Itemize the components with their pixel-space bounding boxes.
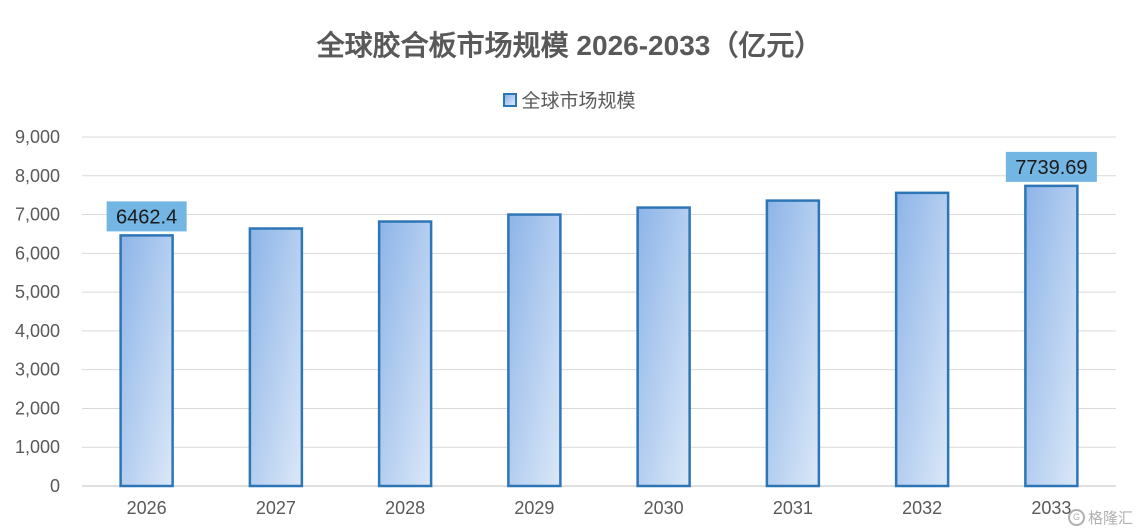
- bar: [765, 199, 821, 488]
- x-tick-label: 2026: [127, 498, 167, 518]
- bar: [377, 220, 433, 488]
- bar: [1024, 184, 1079, 488]
- y-tick-label: 4,000: [15, 321, 60, 341]
- y-tick-label: 8,000: [15, 166, 60, 186]
- data-labels: 6462.4 7739.69: [106, 151, 1097, 232]
- data-label: 6462.4: [116, 206, 177, 228]
- legend-label: 全球市场规模: [521, 91, 636, 112]
- data-label-box: [106, 201, 187, 232]
- bar: [248, 227, 304, 488]
- axes: 0 1,000 2,000 3,000 4,000 5,000 6,000 7,000 8,00…: [15, 127, 1071, 518]
- x-tick-label: 2027: [256, 498, 296, 518]
- y-tick-label: 5,000: [15, 282, 60, 302]
- bar: [894, 191, 950, 488]
- y-tick-label: 0: [50, 476, 60, 496]
- watermark: G 格隆汇: [1067, 507, 1133, 528]
- y-tick-label: 3,000: [15, 360, 60, 380]
- data-label: 7739.69: [1015, 157, 1087, 179]
- gridlines: [82, 136, 1116, 487]
- x-tick-label: 2029: [514, 498, 554, 518]
- x-tick-label: 2033: [1031, 498, 1071, 518]
- watermark-text: 格隆汇: [1087, 510, 1133, 527]
- bar: [119, 234, 174, 488]
- legend-swatch: [503, 92, 518, 107]
- bars: [119, 184, 1079, 488]
- y-tick-label: 7,000: [15, 205, 60, 225]
- data-label-box: [1005, 151, 1097, 182]
- chart-title: 全球胶合板市场规模 2026-2033（亿元）: [316, 30, 823, 61]
- y-tick-label: 9,000: [15, 127, 60, 147]
- x-tick-label: 2031: [773, 498, 813, 518]
- x-tick-label: 2028: [385, 498, 425, 518]
- legend: 全球市场规模: [0, 86, 1139, 113]
- x-tick-label: 2032: [902, 498, 942, 518]
- x-tick-label: 2030: [644, 498, 684, 518]
- bar: [507, 213, 562, 488]
- y-tick-label: 6,000: [15, 243, 60, 263]
- bar: [636, 206, 691, 488]
- y-tick-label: 1,000: [15, 437, 60, 457]
- g-logo-icon: G: [1067, 509, 1085, 526]
- y-tick-label: 2,000: [15, 398, 60, 418]
